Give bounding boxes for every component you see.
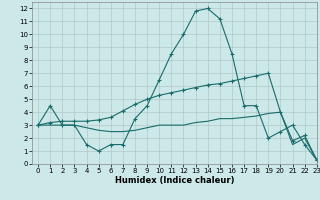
X-axis label: Humidex (Indice chaleur): Humidex (Indice chaleur) bbox=[115, 176, 234, 185]
